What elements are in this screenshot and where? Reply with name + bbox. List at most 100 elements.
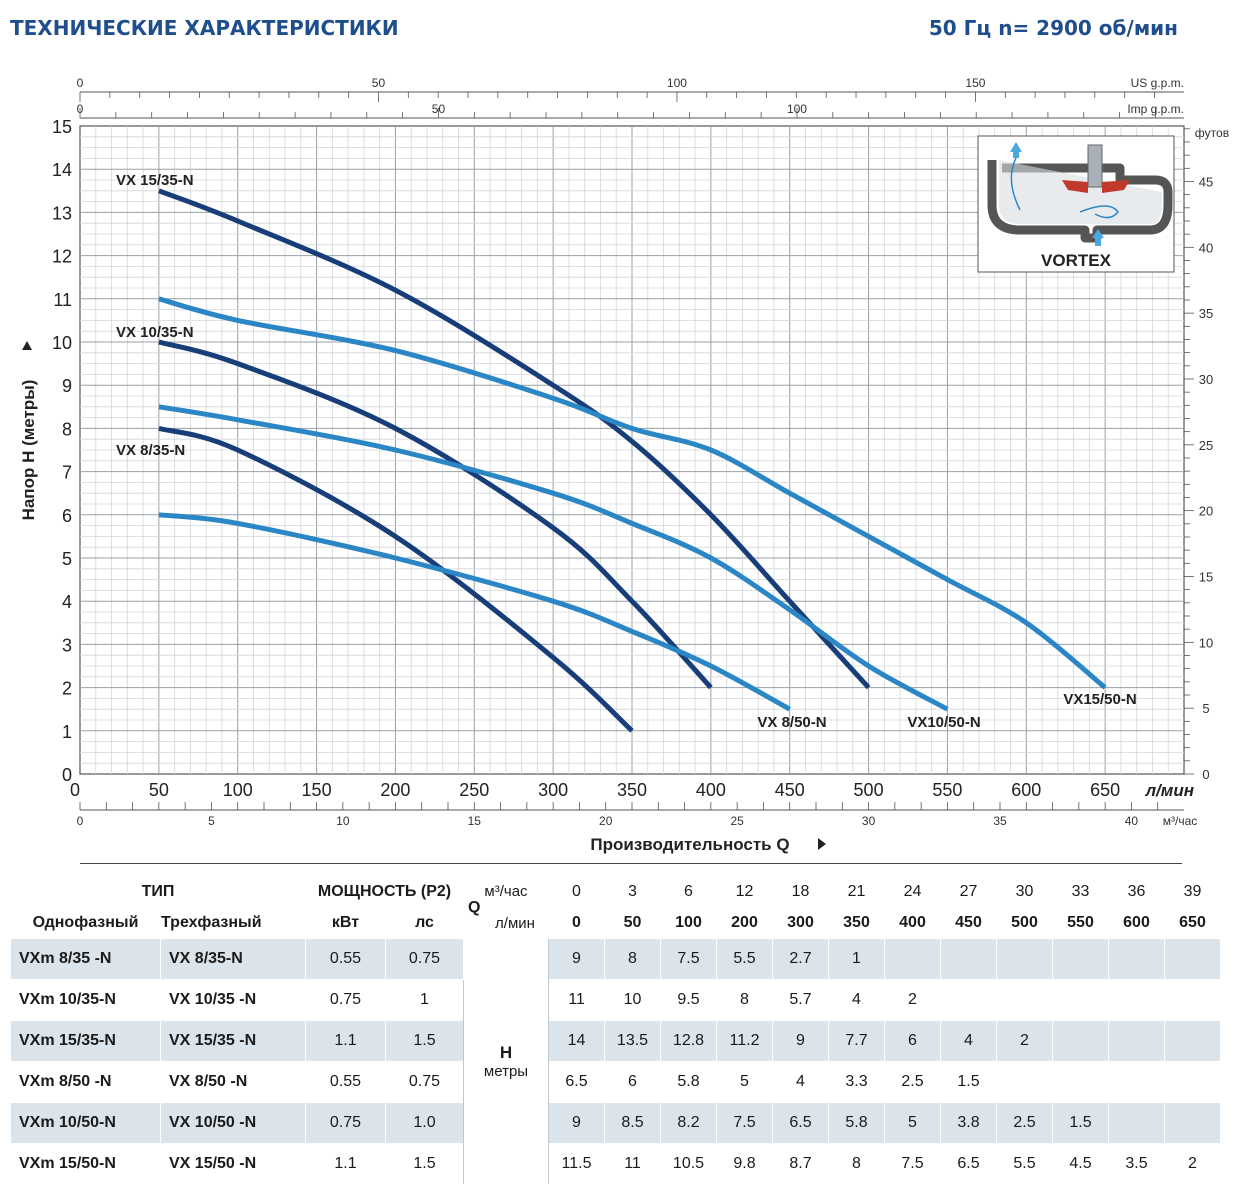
head-value: 4 — [940, 1020, 997, 1062]
head-value: 6.5 — [940, 1143, 997, 1185]
q-m3h-1: 3 — [604, 876, 661, 908]
curve-label: VX 8/50-N — [757, 714, 826, 731]
q-lmin-2: 100 — [660, 907, 717, 939]
q-lmin-5: 350 — [828, 907, 885, 939]
q-lmin-8: 500 — [996, 907, 1053, 939]
m3h-tick-label: 25 — [730, 814, 744, 828]
head-value — [1108, 1020, 1165, 1062]
head-value: 9 — [548, 1102, 605, 1144]
m3h-unit-label: м³/час — [1163, 814, 1198, 828]
q-label: Q — [468, 899, 481, 916]
x-tick-label: 300 — [538, 780, 568, 800]
y-tick-label: 4 — [62, 592, 72, 612]
head-value: 3.3 — [828, 1061, 885, 1103]
q-m3h-9: 33 — [1052, 876, 1109, 908]
x-axis-arrow-icon — [818, 838, 826, 850]
three-phase-model: VX 15/50 -N — [160, 1143, 306, 1185]
feet-tick-label: 0 — [1202, 767, 1209, 782]
head-value: 14 — [548, 1020, 605, 1062]
y-tick-label: 8 — [62, 419, 72, 439]
feet-tick-label: 45 — [1199, 174, 1213, 189]
head-value: 2 — [884, 979, 941, 1021]
head-value: 8 — [716, 979, 773, 1021]
y-tick-label: 0 — [62, 765, 72, 785]
y-tick-label: 6 — [62, 506, 72, 526]
head-value: 7.5 — [716, 1102, 773, 1144]
imp-gpm-tick-label: 50 — [432, 102, 446, 116]
y-tick-label: 1 — [62, 722, 72, 742]
impeller-right-icon — [1102, 180, 1130, 193]
head-value: 10.5 — [660, 1143, 717, 1185]
head-value — [1164, 979, 1221, 1021]
m3h-tick-label: 0 — [77, 814, 84, 828]
head-value — [996, 938, 1053, 980]
y-tick-label: 9 — [62, 376, 72, 396]
outlet-arrow-icon — [1010, 142, 1022, 158]
head-value: 8 — [828, 1143, 885, 1185]
y-tick-label: 5 — [62, 549, 72, 569]
m3h-tick-label: 35 — [993, 814, 1007, 828]
y-tick-label: 12 — [52, 247, 72, 267]
single-phase-model: VXm 10/50-N — [10, 1102, 161, 1144]
feet-tick-label: 35 — [1199, 306, 1213, 321]
y-axis-arrow-icon — [22, 341, 32, 350]
head-value — [1108, 1102, 1165, 1144]
head-value — [1052, 979, 1109, 1021]
vortex-label: VORTEX — [1041, 251, 1112, 270]
power-kw: 1.1 — [305, 1020, 386, 1062]
head-value — [1052, 938, 1109, 980]
y-tick-label: 7 — [62, 463, 72, 483]
head-unit: метры — [483, 1063, 529, 1080]
head-value: 9.5 — [660, 979, 717, 1021]
head-value: 4 — [772, 1061, 829, 1103]
q-lmin-3: 200 — [716, 907, 773, 939]
section-divider — [80, 863, 1182, 864]
us-gpm-tick-label: 150 — [965, 76, 985, 90]
power-kw: 0.75 — [305, 1102, 386, 1144]
single-phase-model: VXm 15/35-N — [10, 1020, 161, 1062]
three-phase-model: VX 10/50 -N — [160, 1102, 306, 1144]
head-value: 5.5 — [996, 1143, 1053, 1185]
table-row: VXm 10/50-N VX 10/50 -N 0.75 1.0 9 8.5 8.2 7.5 6… — [10, 1102, 1221, 1144]
head-value: 5.8 — [660, 1061, 717, 1103]
three-phase-header: Трехфазный — [160, 907, 306, 939]
x-tick-label: 0 — [70, 780, 80, 800]
x-tick-label: 600 — [1011, 780, 1041, 800]
head-value: 2 — [996, 1020, 1053, 1062]
x-tick-label: 550 — [932, 780, 962, 800]
q-lmin-0: 0 — [548, 907, 605, 939]
head-value: 11.5 — [548, 1143, 605, 1185]
feet-tick-label: 5 — [1202, 701, 1209, 716]
y-tick-label: 3 — [62, 635, 72, 655]
power-header: МОЩНОСТЬ (P2) — [305, 876, 464, 908]
feet-unit-label: футов — [1195, 126, 1229, 140]
x-tick-label: 50 — [149, 780, 169, 800]
head-value: 6 — [884, 1020, 941, 1062]
head-value — [1052, 1020, 1109, 1062]
curve-label: VX 10/35-N — [116, 324, 194, 341]
x-tick-label: 100 — [223, 780, 253, 800]
curve-label: VX10/50-N — [907, 714, 980, 731]
page-title: ТЕХНИЧЕСКИЕ ХАРАКТЕРИСТИКИ — [10, 16, 399, 40]
head-value — [1108, 938, 1165, 980]
single-phase-model: VXm 10/35-N — [10, 979, 161, 1021]
m3h-label: м³/час — [484, 883, 528, 900]
table-row: VXm 8/50 -N VX 8/50 -N 0.55 0.75 6.5 6 5.8 5 4 3.… — [10, 1061, 1221, 1103]
us-gpm-tick-label: 50 — [372, 76, 386, 90]
head-value: 2.5 — [996, 1102, 1053, 1144]
feet-tick-label: 25 — [1199, 438, 1213, 453]
q-m3h-2: 6 — [660, 876, 717, 908]
imp-gpm-unit-label: Imp g.p.m. — [1127, 102, 1184, 116]
three-phase-model: VX 8/35-N — [160, 938, 306, 980]
x-tick-label: 450 — [775, 780, 805, 800]
head-value — [1164, 1102, 1221, 1144]
q-lmin-10: 600 — [1108, 907, 1165, 939]
power-kw: 0.55 — [305, 1061, 386, 1103]
us-gpm-tick-label: 0 — [77, 76, 84, 90]
y-tick-label: 14 — [52, 160, 72, 180]
curve-vx-8-50-n — [158, 512, 791, 712]
feet-tick-label: 20 — [1199, 504, 1213, 519]
head-value: 5.5 — [716, 938, 773, 980]
